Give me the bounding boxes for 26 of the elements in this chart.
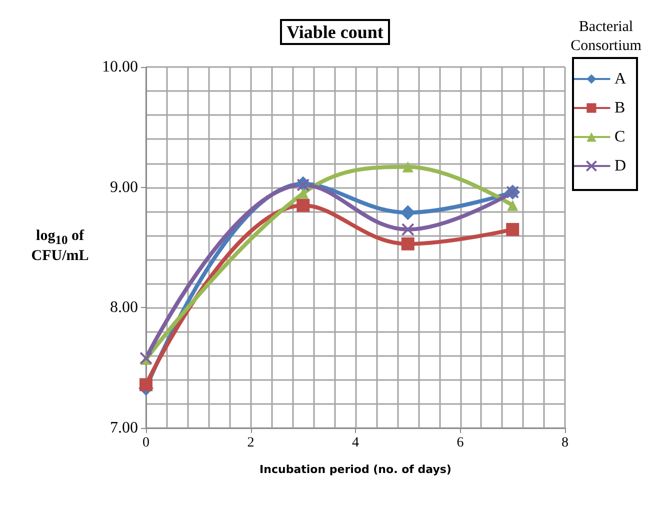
- point: [400, 205, 416, 220]
- point: [298, 188, 309, 199]
- y-tick-label: 9.00: [110, 178, 138, 196]
- point: [401, 237, 414, 250]
- x-tick-label: 6: [456, 436, 464, 450]
- y-tick-label: 8.00: [110, 299, 138, 316]
- x-tick-label: 4: [352, 436, 359, 450]
- x-tick-label: 2: [247, 436, 254, 450]
- y-axis-title: log$_{10}$ of CFU/mL: [30, 228, 90, 265]
- x-tick-label: 0: [142, 436, 150, 450]
- legend-label: D: [614, 158, 626, 174]
- x-axis-title: Incubation period (no. of days): [260, 463, 452, 476]
- legend-title: Bacterial Consortium: [570, 18, 642, 56]
- legend-label: A: [614, 70, 626, 88]
- point: [402, 161, 414, 172]
- y-tick-label: 7.00: [110, 420, 138, 436]
- legend-label: C: [614, 128, 626, 146]
- point: [506, 222, 520, 236]
- point: [140, 378, 152, 392]
- point: [296, 198, 310, 212]
- point: [401, 222, 414, 236]
- point: [507, 200, 518, 211]
- x-tick-label: 8: [562, 436, 568, 450]
- chart-title: Viable count: [286, 22, 384, 42]
- legend-label: B: [614, 100, 626, 116]
- y-tick-label: 10.00: [102, 58, 138, 76]
